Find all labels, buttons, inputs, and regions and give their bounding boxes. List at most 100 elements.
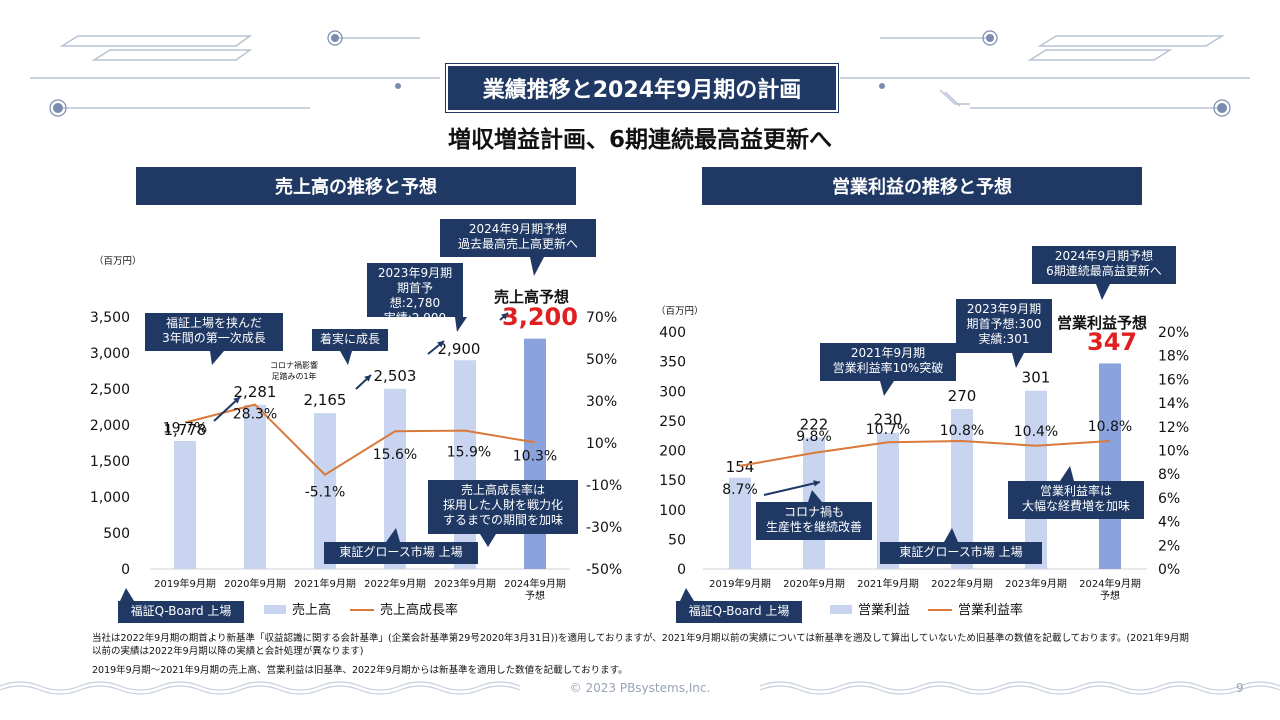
y2-tick-label: 12% xyxy=(1158,420,1189,436)
bar-value-label: 2,900 xyxy=(438,340,481,358)
bar xyxy=(1025,390,1047,569)
x-tick-label: 2024年9月期 xyxy=(1079,577,1141,590)
y-tick-label: 300 xyxy=(659,384,686,400)
y-tick-label: 350 xyxy=(659,355,686,371)
bar-value-label: 230 xyxy=(874,411,903,429)
rate-value-label: 9.8% xyxy=(796,429,832,445)
x-tick-label: 予想 xyxy=(1100,589,1120,602)
callout-pointer xyxy=(210,351,224,365)
legend-bar-swatch xyxy=(264,605,286,614)
y-tick-label: 250 xyxy=(659,414,686,430)
callout-first-growth: 福証上場を挟んだ 3年間の第一次成長 xyxy=(145,313,283,351)
y-tick-label: 150 xyxy=(659,473,686,489)
y2-tick-label: 0% xyxy=(1158,562,1180,578)
rate-value-label: 10.8% xyxy=(1088,419,1132,435)
callout-pointer xyxy=(944,528,958,542)
x-tick-label: 2020年9月期 xyxy=(783,577,845,590)
callout-2024-forecast: 2024年9月期予想 過去最高売上高更新へ xyxy=(440,219,596,257)
callout-pointer xyxy=(1012,353,1024,368)
y2-tick-label: 16% xyxy=(1158,372,1189,388)
y2-tick-label: 30% xyxy=(586,394,617,410)
callout-productivity: コロナ禍も 生産性を継続改善 xyxy=(756,502,872,540)
callout-tse-growth-listing: 東証グロース市場 上場 xyxy=(324,542,478,564)
y-tick-label: 3,000 xyxy=(90,346,130,362)
y2-tick-label: 8% xyxy=(1158,467,1180,483)
y-tick-label: 2,000 xyxy=(90,418,130,434)
callout-growth-rate-note: 売上高成長率は 採用した人財を戦力化 するまでの期間を加味 xyxy=(428,480,578,534)
x-tick-label: 2022年9月期 xyxy=(364,577,426,590)
bar-value-label: 270 xyxy=(948,387,977,405)
rate-value-label: -5.1% xyxy=(305,485,346,501)
callout-pointer xyxy=(680,588,694,601)
callout-pointer xyxy=(1096,284,1110,300)
left-unit-label: （百万円） xyxy=(94,256,142,267)
y2-tick-label: 14% xyxy=(1158,396,1189,412)
callout-margin-note: 営業利益率は 大幅な経費増を加味 xyxy=(1008,481,1144,519)
rate-value-label: 15.9% xyxy=(447,445,491,461)
callout-pointer xyxy=(808,490,822,502)
bar-value-label: 1,778 xyxy=(164,421,207,439)
bar xyxy=(729,477,751,569)
callout-2023-op-actual: 2023年9月期 期首予想:300 実績:301 xyxy=(956,299,1052,353)
legend-bar-label: 営業利益 xyxy=(858,602,910,618)
arrow-head xyxy=(437,341,444,348)
legend-bar-label: 売上高 xyxy=(292,602,331,618)
bar-value-label: 301 xyxy=(1022,369,1051,387)
callout-pointer xyxy=(386,528,400,542)
arrow-head xyxy=(501,313,508,320)
callout-pointer xyxy=(480,534,496,547)
callout-2021-margin: 2021年9月期 営業利益率10%突破 xyxy=(820,343,956,381)
bar-value-label: 2,503 xyxy=(374,367,417,385)
bar xyxy=(951,409,973,569)
header-ornament xyxy=(30,30,1250,117)
rate-value-label: 10.7% xyxy=(866,422,910,438)
callout-steady-growth: 着実に成長 xyxy=(312,329,388,351)
y2-tick-label: -50% xyxy=(586,562,622,578)
arrow-head xyxy=(233,397,240,404)
legend-bar-swatch xyxy=(830,605,852,614)
y2-tick-label: 10% xyxy=(1158,444,1189,460)
bar xyxy=(877,432,899,569)
sales-forecast-label: 売上高予想 xyxy=(494,288,570,306)
y2-tick-label: 20% xyxy=(1158,325,1189,341)
callout-pointer xyxy=(340,351,352,365)
legend-line-label: 営業利益率 xyxy=(958,602,1023,618)
footnote-accounting-standard: 当社は2022年9月期の期首より新基準「収益認識に関する会計基準」(企業会計基準… xyxy=(92,633,1189,657)
y-tick-label: 1,000 xyxy=(90,490,130,506)
x-tick-label: 2020年9月期 xyxy=(224,577,286,590)
page-title: 業績推移と2024年9月期の計画 xyxy=(446,64,838,112)
footnote-basis: 2019年9月期～2021年9月期の売上高、営業利益は旧基準、2022年9月期か… xyxy=(92,665,628,676)
x-tick-label: 2024年9月期 xyxy=(504,577,566,590)
callout-pointer xyxy=(120,588,134,601)
rate-line xyxy=(739,440,1111,467)
y-tick-label: 3,500 xyxy=(90,310,130,326)
y2-tick-label: 6% xyxy=(1158,491,1180,507)
left-section-title: 売上高の推移と予想 xyxy=(136,167,576,205)
bar xyxy=(244,404,266,569)
corona-note: コロナ禍影響 足踏みの1年 xyxy=(270,361,318,381)
bar-value-label: 154 xyxy=(726,458,755,476)
callout-pointer xyxy=(530,257,544,276)
y2-tick-label: -30% xyxy=(586,520,622,536)
x-tick-label: 2019年9月期 xyxy=(154,577,216,590)
x-tick-label: 2021年9月期 xyxy=(294,577,356,590)
op-forecast-value: 347 xyxy=(1087,328,1138,356)
y2-tick-label: 10% xyxy=(586,436,617,452)
y-tick-label: 200 xyxy=(659,444,686,460)
rate-value-label: 15.6% xyxy=(373,447,417,463)
y-tick-label: 0 xyxy=(121,562,130,578)
legend-line-label: 売上高成長率 xyxy=(380,602,458,618)
bar xyxy=(314,413,336,569)
rate-value-label: 10.8% xyxy=(940,423,984,439)
y-tick-label: 1,500 xyxy=(90,454,130,470)
y2-tick-label: 18% xyxy=(1158,349,1189,365)
y-tick-label: 2,500 xyxy=(90,382,130,398)
callout-qboard-listing: 福証Q-Board 上場 xyxy=(118,601,244,623)
rate-value-label: 8.7% xyxy=(722,482,758,498)
rate-line xyxy=(184,403,536,476)
y2-tick-label: 4% xyxy=(1158,515,1180,531)
bar-value-label: 2,165 xyxy=(304,391,347,409)
right-section-title: 営業利益の推移と予想 xyxy=(702,167,1142,205)
x-tick-label: 2023年9月期 xyxy=(1005,577,1067,590)
bar-value-label: 2,281 xyxy=(234,383,277,401)
